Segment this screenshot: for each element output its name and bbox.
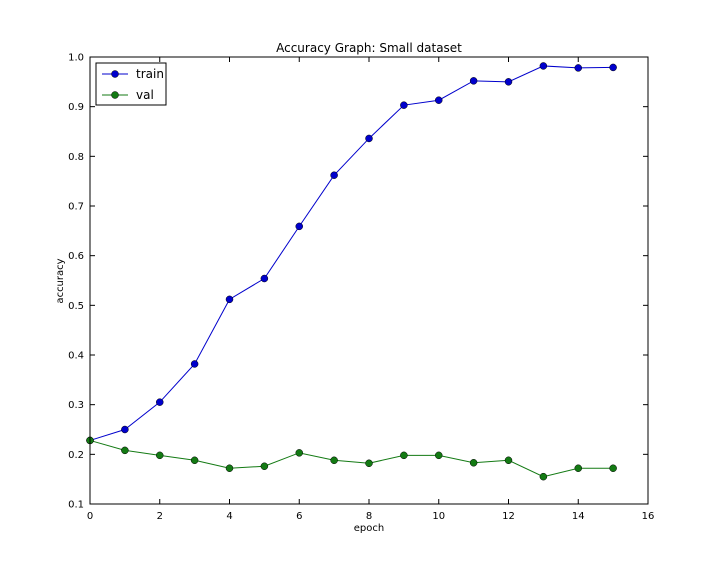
legend-box xyxy=(95,62,167,106)
data-point-train xyxy=(574,64,582,72)
series-train xyxy=(86,62,617,445)
data-point-train xyxy=(365,134,373,143)
data-point-val xyxy=(190,456,199,465)
legend-swatch-marker xyxy=(111,91,119,99)
x-tick-label: 16 xyxy=(642,511,655,522)
data-point-val xyxy=(400,451,408,460)
plot-frame xyxy=(89,56,649,505)
data-point-val xyxy=(121,446,129,455)
x-tick-label: 8 xyxy=(366,511,372,522)
data-point-train xyxy=(609,63,617,72)
y-tick-label: 0.6 xyxy=(68,251,84,262)
data-point-train xyxy=(469,77,478,85)
data-point-train xyxy=(225,295,234,304)
data-point-train xyxy=(539,62,548,70)
data-point-val xyxy=(260,462,269,471)
y-tick-label: 0.7 xyxy=(68,202,84,213)
data-point-val xyxy=(156,451,164,460)
chart-title: Accuracy Graph: Small dataset xyxy=(276,41,462,55)
y-tick-label: 0.2 xyxy=(68,450,84,461)
data-point-val xyxy=(609,464,617,472)
data-point-val xyxy=(469,459,478,467)
data-point-train xyxy=(295,222,303,231)
data-point-val xyxy=(330,456,338,465)
data-point-val xyxy=(539,472,548,481)
y-tick-label: 0.4 xyxy=(68,351,84,362)
y-tick-label: 0.9 xyxy=(68,102,84,113)
data-point-train xyxy=(330,171,338,179)
data-point-val xyxy=(365,459,373,468)
y-tick-label: 0.1 xyxy=(68,500,84,511)
x-tick-label: 2 xyxy=(157,511,163,522)
legend: train val xyxy=(95,62,167,106)
data-point-val xyxy=(574,464,582,472)
series-val xyxy=(86,436,617,481)
legend-label-train: train xyxy=(136,67,164,81)
legend-swatch-marker xyxy=(111,70,119,78)
data-point-train xyxy=(400,101,408,109)
x-tick-label: 6 xyxy=(296,511,302,522)
x-tick-label: 12 xyxy=(502,511,515,522)
y-tick-label: 0.5 xyxy=(68,301,84,312)
data-point-train xyxy=(190,360,199,368)
x-axis-label: epoch xyxy=(354,523,384,534)
data-point-val xyxy=(295,449,303,457)
x-tick-label: 10 xyxy=(432,511,445,522)
series-line-val xyxy=(89,439,614,478)
x-tick-label: 4 xyxy=(226,511,232,522)
series-line-train xyxy=(89,65,614,441)
y-tick-label: 0.3 xyxy=(68,400,84,411)
data-point-train xyxy=(504,78,513,86)
data-point-val xyxy=(435,451,443,460)
x-tick-label: 14 xyxy=(572,511,585,522)
y-axis-label: accuracy xyxy=(55,258,66,303)
data-point-train xyxy=(260,274,269,283)
data-point-val xyxy=(504,456,513,465)
legend-label-val: val xyxy=(136,88,154,102)
data-point-train xyxy=(156,398,164,406)
y-tick-label: 1.0 xyxy=(68,53,84,64)
y-tick-label: 0.8 xyxy=(68,152,84,163)
data-point-val xyxy=(225,464,234,472)
data-point-train xyxy=(435,96,443,104)
x-tick-label: 0 xyxy=(87,511,93,522)
data-point-train xyxy=(121,425,129,434)
